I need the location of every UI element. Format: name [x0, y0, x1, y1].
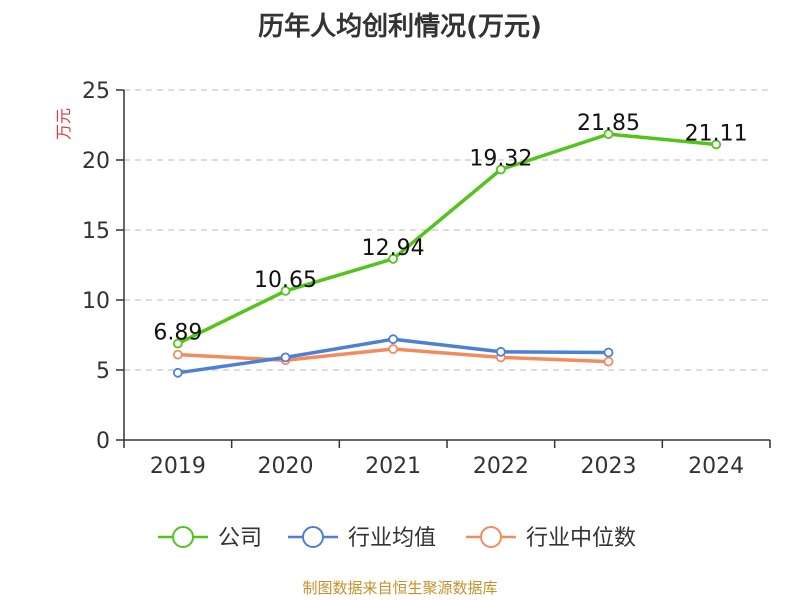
- data-point[interactable]: [495, 346, 506, 357]
- data-label: 21.85: [577, 111, 640, 136]
- data-labels: 6.89 10.65 12.94 19.32 21.85 21.11: [153, 111, 747, 345]
- data-point[interactable]: [280, 285, 291, 296]
- y-tick-label: 15: [82, 219, 110, 244]
- data-point[interactable]: [388, 344, 399, 354]
- y-tick-label: 20: [82, 149, 110, 174]
- legend-item[interactable]: 行业均值: [288, 526, 436, 551]
- legend-label: 行业均值: [348, 526, 436, 551]
- legend-label: 行业中位数: [526, 526, 636, 551]
- data-point[interactable]: [388, 253, 399, 264]
- data-label: 10.65: [254, 268, 317, 293]
- series-line: [176, 132, 718, 346]
- y-tick-label: 0: [96, 429, 110, 454]
- data-point[interactable]: [603, 129, 614, 140]
- axes: 0 5 10 15 20 25 2019 2020 2021 2022 2023 2024: [82, 79, 771, 479]
- y-tick-label: 10: [82, 289, 110, 314]
- series-1: [172, 334, 614, 378]
- legend-item[interactable]: 公司: [158, 526, 262, 551]
- series-lines: [172, 129, 722, 378]
- data-label: 6.89: [153, 321, 202, 346]
- data-point[interactable]: [603, 347, 614, 358]
- data-point[interactable]: [495, 164, 506, 175]
- series-0: [172, 129, 722, 349]
- data-point[interactable]: [280, 352, 291, 363]
- data-point[interactable]: [603, 356, 614, 367]
- data-point[interactable]: [711, 139, 722, 150]
- x-tick-label: 2024: [688, 454, 744, 479]
- x-tick-label: 2021: [365, 454, 421, 479]
- y-tick-label: 25: [82, 79, 110, 104]
- data-point[interactable]: [172, 349, 183, 360]
- legend-item[interactable]: 行业中位数: [466, 526, 636, 551]
- x-tick-label: 2019: [150, 454, 206, 479]
- data-point[interactable]: [172, 338, 183, 349]
- legend-label: 公司: [218, 526, 262, 551]
- y-axis-unit: 万元: [54, 108, 73, 140]
- legend-marker: [480, 526, 502, 548]
- grid-lines: [124, 89, 770, 371]
- source-note: 制图数据来自恒生聚源数据库: [302, 579, 497, 597]
- legend-marker: [302, 526, 324, 548]
- x-tick-label: 2023: [581, 454, 637, 479]
- data-label: 21.11: [685, 121, 748, 146]
- data-point[interactable]: [388, 334, 399, 345]
- legend-marker: [172, 526, 194, 548]
- chart-title: 历年人均创利情况(万元): [258, 11, 542, 42]
- y-tick-label: 5: [96, 359, 110, 384]
- x-tick-label: 2022: [473, 454, 529, 479]
- x-tick-label: 2020: [258, 454, 314, 479]
- data-label: 12.94: [362, 236, 425, 261]
- data-label: 19.32: [469, 147, 532, 172]
- data-point[interactable]: [172, 367, 183, 378]
- legend[interactable]: 公司 行业均值 行业中位数: [158, 526, 636, 551]
